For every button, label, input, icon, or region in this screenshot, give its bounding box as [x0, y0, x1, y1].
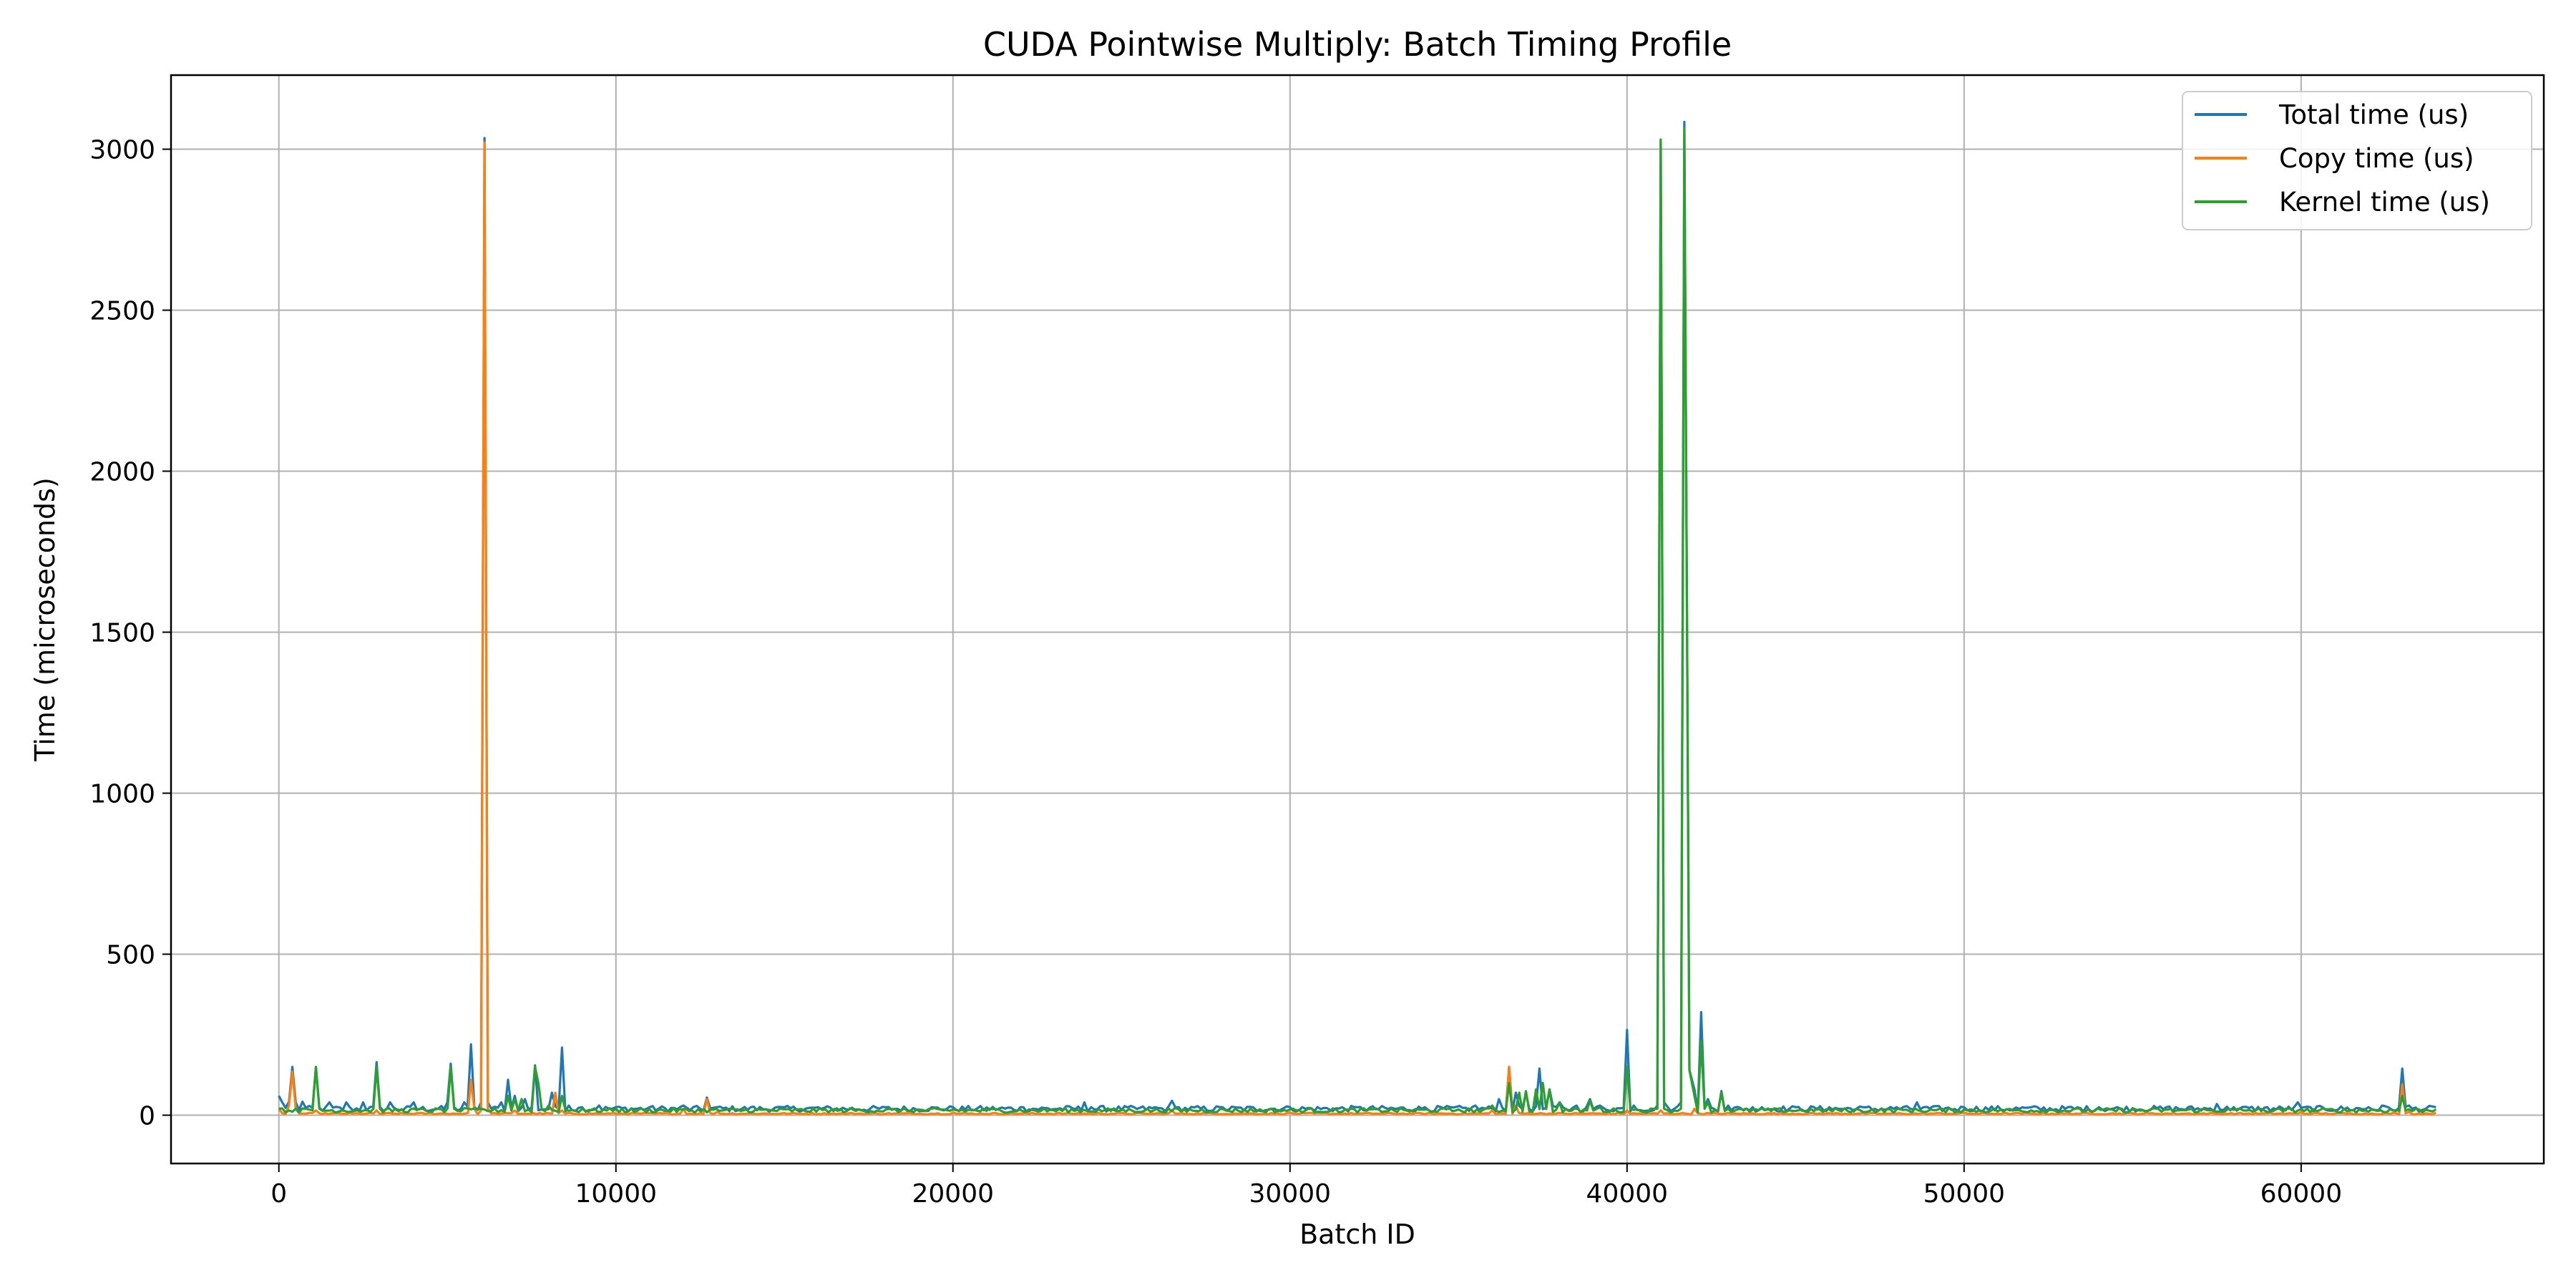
axes-frame: [170, 74, 2545, 1165]
y-tick-label: 1500: [89, 619, 155, 648]
plot-area: [278, 120, 2437, 1116]
y-tick-label: 1000: [89, 780, 155, 809]
series-layer: [278, 120, 2437, 1116]
y-tick-label: 500: [106, 941, 155, 970]
y-axis-label: Time (microseconds): [29, 477, 61, 762]
y-tick-label: 0: [139, 1102, 155, 1131]
x-tick-label: 30000: [1249, 1179, 1332, 1209]
legend-label: Kernel time (us): [2279, 187, 2490, 218]
legend-label: Total time (us): [2278, 99, 2469, 130]
series-line-3: [278, 127, 2437, 1114]
legend-label: Copy time (us): [2279, 143, 2474, 174]
x-tick-label: 0: [270, 1179, 287, 1209]
x-tick-label: 10000: [575, 1179, 657, 1209]
x-tick-label: 60000: [2260, 1179, 2343, 1209]
legend-box: [2182, 91, 2532, 230]
x-axis-ticks: 0 10000 20000 30000 40000 50000 60000: [270, 1163, 2342, 1209]
y-tick-label: 2500: [89, 297, 155, 326]
y-axis-ticks: 0 500 1000 1500 2000 2500 3000: [89, 136, 171, 1131]
y-tick-label: 2000: [89, 458, 155, 487]
x-tick-label: 40000: [1586, 1179, 1669, 1209]
chart-title: CUDA Pointwise Multiply: Batch Timing Pr…: [983, 25, 1732, 64]
grid: [171, 75, 2544, 1163]
x-tick-label: 20000: [912, 1179, 995, 1209]
x-tick-label: 50000: [1923, 1179, 2006, 1209]
y-tick-label: 3000: [89, 136, 155, 165]
legend: Total time (us) Copy time (us) Kernel time…: [2182, 91, 2532, 230]
x-axis-label: Batch ID: [1299, 1219, 1415, 1250]
series-line-2: [278, 141, 2436, 1116]
